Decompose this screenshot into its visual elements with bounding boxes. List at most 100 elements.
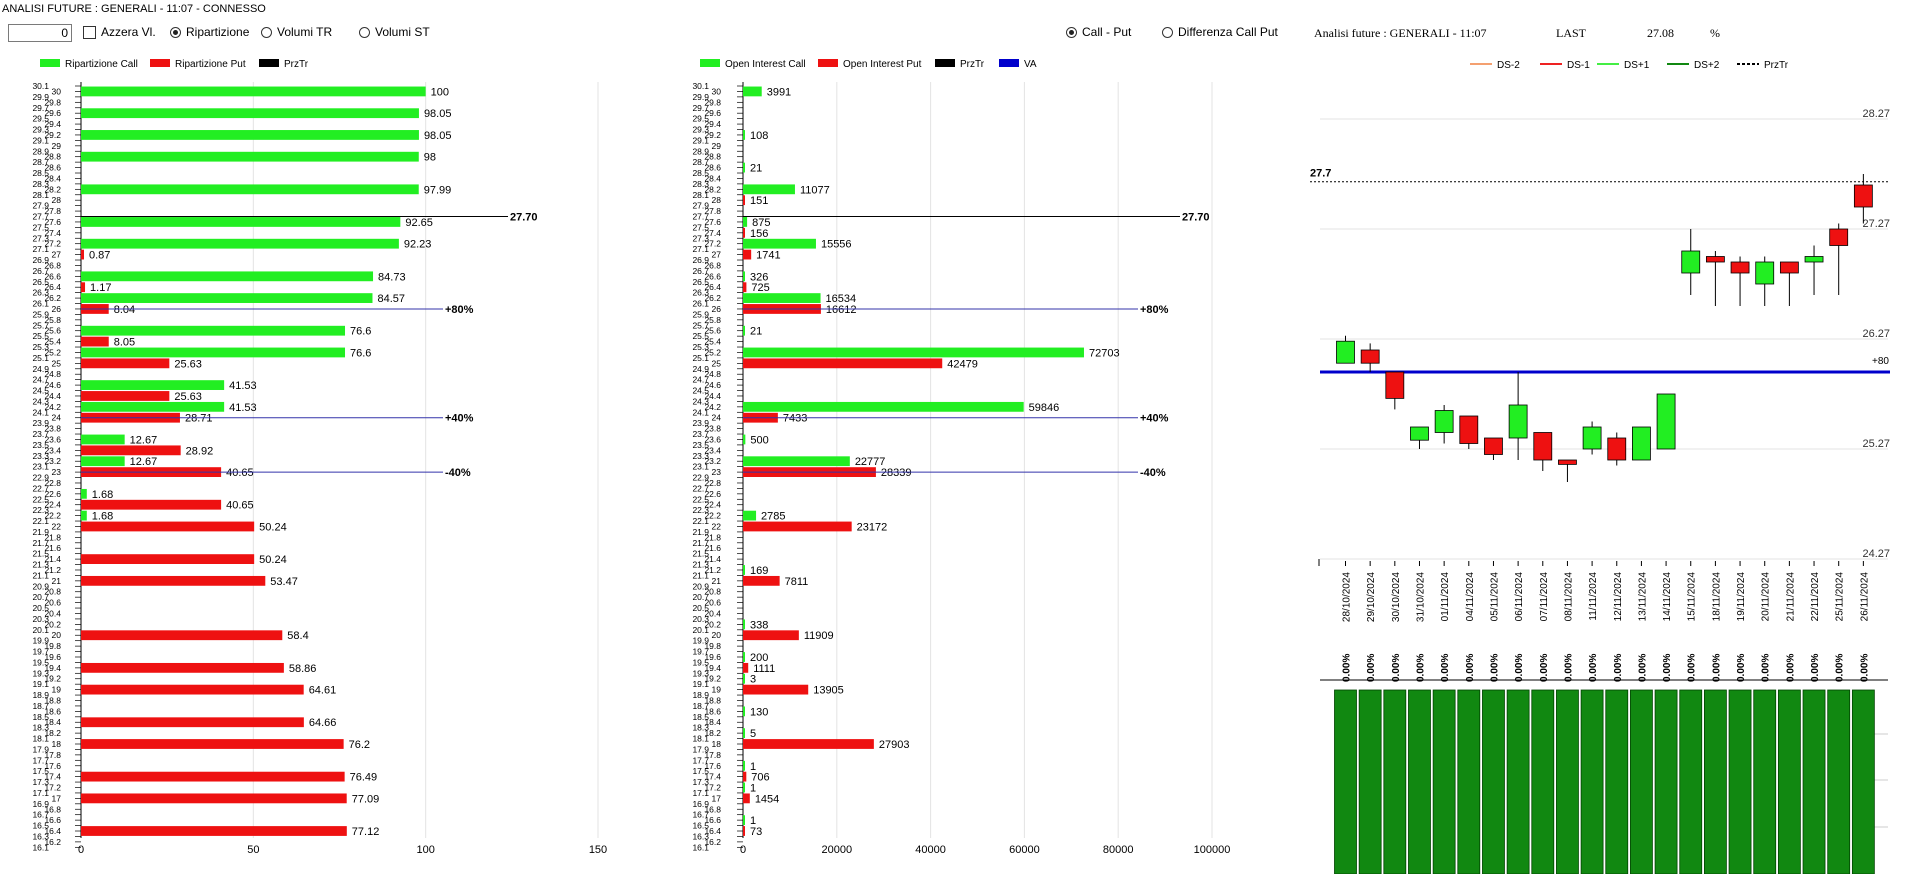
radio-call-put[interactable]: Call - Put	[1066, 25, 1131, 39]
y-tick-label: 23.4	[704, 445, 721, 455]
pct-bar	[1654, 689, 1678, 874]
y-tick-label: 21.7	[32, 538, 49, 548]
radio-volumi-tr[interactable]: Volumi TR	[261, 25, 332, 39]
date-label: 06/11/2024	[1514, 572, 1525, 622]
bar	[81, 86, 426, 97]
bar-value-label: 12.67	[130, 434, 158, 446]
y-tick-label: 18.3	[32, 723, 49, 733]
y-tick-label: 26.2	[44, 293, 61, 303]
date-label: 14/11/2024	[1662, 572, 1673, 622]
bar-value-label: 64.66	[309, 717, 337, 729]
y-tick-label: 24.1	[692, 407, 709, 417]
y-tick-label: 16.8	[44, 804, 61, 814]
y-tick-label: 22.5	[692, 494, 709, 504]
level-label: +40%	[1140, 413, 1169, 425]
va-label: +80	[1872, 356, 1889, 367]
pct-label: 0.00%	[1859, 654, 1870, 682]
bar-value-label: 169	[750, 565, 768, 577]
candle-body	[1779, 261, 1799, 274]
radio-volumi-st[interactable]: Volumi ST	[359, 25, 430, 39]
radio-ripartizione[interactable]: Ripartizione	[170, 25, 249, 39]
y-tick-label: 26.3	[32, 288, 49, 298]
y-tick-label: 18.5	[692, 712, 709, 722]
y-tick-label: 26.1	[32, 299, 49, 309]
bar-value-label: 50.24	[259, 554, 287, 566]
bar	[743, 195, 745, 206]
y-tick-label: 24.1	[32, 407, 49, 417]
y-tick-label: 18.1	[32, 734, 49, 744]
bar	[743, 249, 752, 260]
date-label: 21/11/2024	[1785, 572, 1796, 622]
x-tick-label: 80000	[1103, 844, 1134, 856]
azzera-checkbox[interactable]: Azzera Vl.	[83, 25, 156, 39]
y-tick-label: 16.3	[32, 831, 49, 841]
bar	[743, 510, 757, 521]
y-tick-label: 26.5	[692, 277, 709, 287]
radio-dot[interactable]	[261, 26, 272, 38]
y-tick-label: 25.7	[692, 320, 709, 330]
y-tick-label: 22.9	[692, 473, 709, 483]
bar-value-label: 76.2	[349, 739, 370, 751]
date-label: 07/11/2024	[1539, 572, 1550, 622]
y-tick-label: 26.4	[44, 282, 61, 292]
bar	[81, 108, 419, 119]
bar	[743, 434, 746, 445]
radio-dot[interactable]	[170, 26, 181, 38]
bar-value-label: 28.92	[186, 445, 214, 457]
y-tick-label: 29.6	[44, 108, 61, 118]
y-tick-label: 26	[52, 304, 62, 314]
y-tick-label: 23.5	[692, 440, 709, 450]
y-tick-label: 16.4	[44, 826, 61, 836]
y-tick-label: 26.1	[692, 299, 709, 309]
y-tick-label: 25.9	[32, 309, 49, 319]
legend-label: PrzTr	[960, 59, 985, 70]
y-tick-label: 16.7	[32, 810, 49, 820]
bar	[81, 336, 109, 347]
bar	[743, 728, 745, 739]
y-tick-label: 16.1	[32, 842, 49, 852]
radio-dot[interactable]	[1162, 26, 1173, 38]
y-tick-label: 27.3	[32, 233, 49, 243]
y-tick-label: 19.3	[692, 668, 709, 678]
bar-value-label: 23172	[857, 521, 888, 533]
y-tick-label: 19.2	[704, 674, 721, 684]
bar-value-label: 2785	[761, 511, 785, 523]
radio-dot[interactable]	[359, 26, 370, 38]
y-tick-label: 19.5	[32, 657, 49, 667]
x-tick-label: 20000	[822, 844, 853, 856]
pct-bar	[1827, 689, 1851, 874]
radio-volumi-tr-label: Volumi TR	[277, 25, 333, 39]
y-tick-label: 24	[52, 413, 62, 423]
y-tick-label: 25.3	[32, 342, 49, 352]
radio-dot[interactable]	[1066, 26, 1077, 38]
pct-label: 0.00%	[1711, 654, 1722, 682]
value-input[interactable]	[8, 24, 72, 42]
y-tick-label: 21.3	[692, 560, 709, 570]
candle-body	[1533, 432, 1553, 461]
y-tick-label: 24.27	[1862, 548, 1890, 560]
y-tick-label: 21	[52, 576, 62, 586]
candle-body	[1853, 184, 1873, 208]
bar	[743, 217, 748, 227]
checkbox-box[interactable]	[83, 25, 96, 39]
bar	[743, 227, 745, 238]
y-tick-label: 23.8	[704, 424, 721, 434]
y-tick-label: 26.4	[704, 282, 721, 292]
y-tick-label: 28.6	[704, 163, 721, 173]
pct-bar	[1358, 689, 1382, 874]
y-tick-label: 27.1	[32, 244, 49, 254]
bar-value-label: 3	[750, 674, 756, 686]
y-tick-label: 23.6	[704, 434, 721, 444]
y-tick-label: 27.9	[692, 201, 709, 211]
y-tick-label: 21.4	[44, 554, 61, 564]
legend-label: Ripartizione Put	[175, 59, 246, 70]
candle-body	[1804, 256, 1824, 263]
y-tick-label: 20.7	[32, 592, 49, 602]
radio-differenza[interactable]: Differenza Call Put	[1162, 25, 1278, 39]
x-tick-label: 100	[416, 844, 434, 856]
y-tick-label: 23.6	[44, 434, 61, 444]
y-tick-label: 19.4	[704, 663, 721, 673]
bar	[743, 826, 745, 836]
bar-value-label: 50.24	[259, 521, 287, 533]
